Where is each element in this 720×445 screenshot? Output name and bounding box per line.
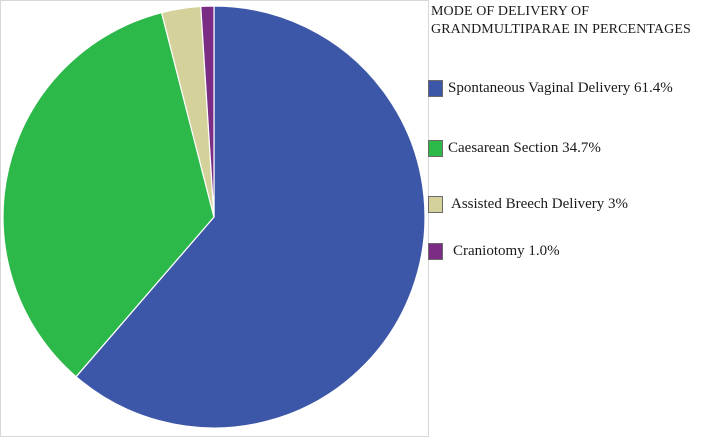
pie-chart bbox=[2, 5, 426, 429]
legend-item-spontaneous-vaginal-delivery: Spontaneous Vaginal Delivery 61.4% bbox=[428, 78, 673, 98]
legend-label: Assisted Breech Delivery 3% bbox=[451, 195, 629, 212]
legend-label: Caesarean Section 34.7% bbox=[448, 139, 601, 156]
legend-swatch bbox=[428, 79, 443, 97]
legend-label: Craniotomy 1.0% bbox=[453, 242, 560, 259]
legend-swatch bbox=[428, 139, 443, 157]
legend-item-craniotomy: Craniotomy 1.0% bbox=[428, 241, 560, 261]
chart-title: MODE OF DELIVERY OF GRANDMULTIPARAE IN P… bbox=[431, 4, 691, 37]
legend-label: Spontaneous Vaginal Delivery 61.4% bbox=[448, 79, 673, 96]
legend-swatch bbox=[428, 195, 443, 213]
pie-slice-1 bbox=[2, 12, 215, 378]
pie-slice-3 bbox=[200, 5, 215, 218]
legend-swatch bbox=[428, 242, 443, 260]
legend-item-assisted-breech-delivery: Assisted Breech Delivery 3% bbox=[428, 194, 628, 214]
pie-slice-0 bbox=[75, 5, 426, 429]
legend-item-caesarean-section: Caesarean Section 34.7% bbox=[428, 138, 601, 158]
